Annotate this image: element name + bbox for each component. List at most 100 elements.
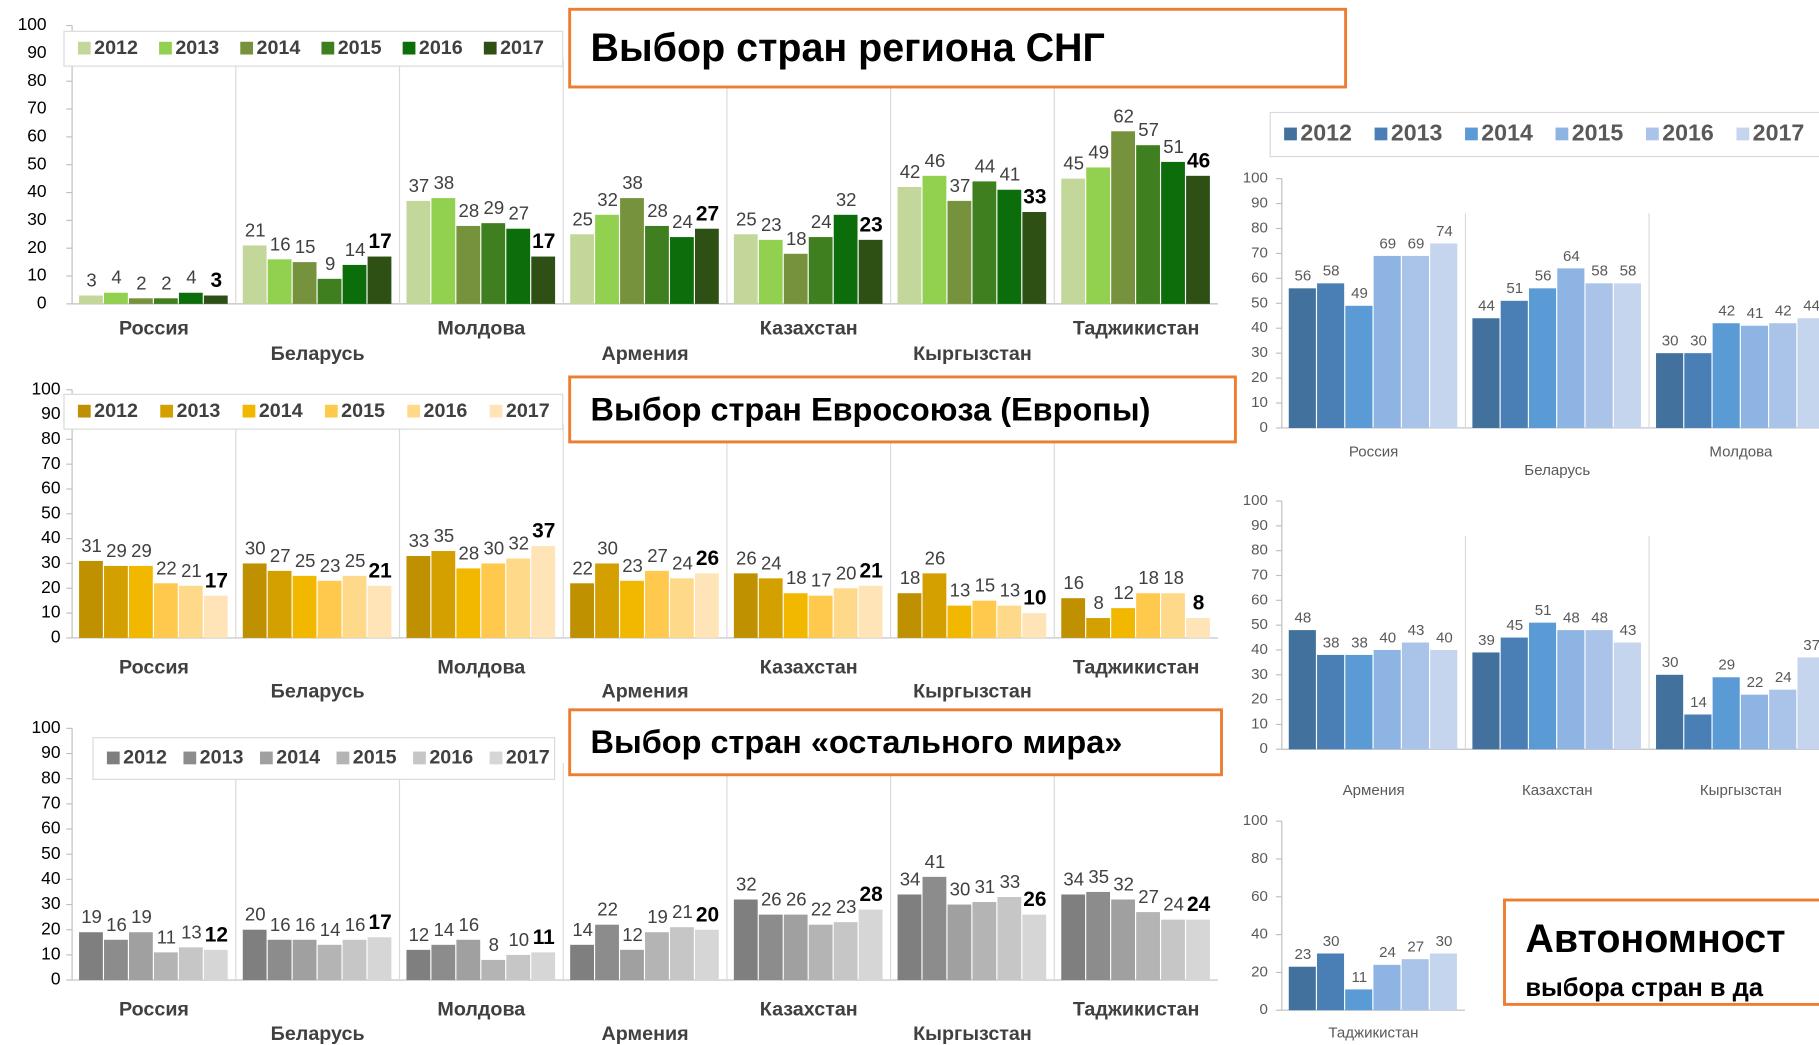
bar xyxy=(1136,912,1160,981)
bar xyxy=(178,585,203,638)
data-label: 22 xyxy=(1747,674,1764,691)
data-label: 58 xyxy=(1323,263,1340,280)
bar xyxy=(922,876,947,981)
y-tick-label: 40 xyxy=(1251,926,1268,943)
legend-label: 2013 xyxy=(176,400,220,422)
category-label: Беларусь xyxy=(1524,462,1590,479)
y-tick-label: 10 xyxy=(41,943,60,963)
data-label: 33 xyxy=(1000,871,1021,892)
data-label: 34 xyxy=(900,868,921,889)
bar xyxy=(406,200,431,304)
legend-swatch xyxy=(336,751,350,765)
bar xyxy=(1797,318,1819,428)
bar xyxy=(128,932,153,981)
data-label: 24 xyxy=(1379,944,1396,961)
category-label: Молдова xyxy=(1709,443,1773,460)
category-label: Молдова xyxy=(437,998,526,1020)
category-label: Кыргызстан xyxy=(913,681,1032,703)
legend-label: 2013 xyxy=(200,747,244,769)
data-label: 34 xyxy=(1063,868,1084,889)
data-label: 30 xyxy=(1662,654,1679,671)
y-tick-label: 50 xyxy=(27,153,46,173)
bar xyxy=(1472,318,1500,428)
bar xyxy=(242,929,267,981)
data-label: 13 xyxy=(950,580,971,601)
category-label: Кыргызстан xyxy=(913,1023,1032,1045)
bar xyxy=(670,578,694,638)
callout-title: Выбор стран Евросоюза (Европы) xyxy=(591,391,1151,427)
bar xyxy=(1684,714,1712,750)
data-label: 37 xyxy=(409,175,430,196)
bar xyxy=(922,573,947,638)
legend-swatch xyxy=(321,41,335,55)
legend-swatch xyxy=(324,404,338,418)
y-tick-label: 40 xyxy=(1251,319,1268,336)
category-label: Кыргызстан xyxy=(913,343,1032,365)
data-label: 51 xyxy=(1535,602,1552,619)
bar xyxy=(1161,919,1185,981)
data-label: 26 xyxy=(761,889,782,910)
bar xyxy=(1022,613,1047,638)
data-label: 2 xyxy=(136,272,146,293)
bar xyxy=(897,186,922,304)
bar xyxy=(367,937,392,981)
bar xyxy=(808,595,833,638)
bar xyxy=(972,600,997,638)
data-label: 32 xyxy=(597,189,618,210)
bar xyxy=(1345,654,1373,750)
bar xyxy=(1022,212,1047,304)
bar xyxy=(1500,300,1528,428)
bar xyxy=(406,949,431,981)
y-tick-label: 80 xyxy=(1251,219,1268,236)
bar xyxy=(897,593,922,638)
y-tick-label: 40 xyxy=(27,181,46,201)
y-tick-label: 10 xyxy=(1251,715,1268,732)
bar xyxy=(833,214,858,304)
bar xyxy=(1684,353,1712,428)
data-label: 51 xyxy=(1506,280,1523,297)
y-tick-label: 80 xyxy=(27,70,46,90)
data-label: 19 xyxy=(81,906,102,927)
data-label: 11 xyxy=(157,926,176,947)
bar xyxy=(1373,649,1401,750)
data-label: 35 xyxy=(1088,866,1109,887)
legend-swatch xyxy=(413,751,426,765)
bar xyxy=(783,253,808,304)
data-label: 3 xyxy=(86,270,96,291)
data-label: 29 xyxy=(106,540,127,561)
legend-swatch xyxy=(77,41,91,55)
data-label: 24 xyxy=(1775,669,1792,686)
legend-label: 2017 xyxy=(506,400,550,422)
data-label: 18 xyxy=(1138,567,1159,588)
bar xyxy=(317,944,342,981)
legend-swatch xyxy=(1736,127,1750,141)
y-tick-label: 30 xyxy=(41,552,60,572)
data-label: 21 xyxy=(181,560,202,581)
legend-label: 2016 xyxy=(1662,120,1714,146)
legend-swatch xyxy=(402,41,416,55)
bar xyxy=(595,924,619,981)
legend-swatch xyxy=(106,751,120,765)
y-tick-label: 40 xyxy=(41,868,60,888)
bar xyxy=(947,904,972,981)
bar xyxy=(1429,953,1457,1011)
y-tick-label: 70 xyxy=(27,98,46,118)
bar xyxy=(1528,288,1557,428)
y-tick-label: 70 xyxy=(1251,566,1268,583)
data-label: 30 xyxy=(1690,333,1707,350)
data-label: 8 xyxy=(1193,592,1205,615)
y-tick-label: 60 xyxy=(1251,888,1268,905)
data-label: 41 xyxy=(1747,305,1764,322)
legend-label: 2015 xyxy=(353,747,397,769)
data-label: 22 xyxy=(597,899,618,920)
legend-swatch xyxy=(1555,127,1569,141)
y-tick-label: 100 xyxy=(32,717,61,737)
data-label: 44 xyxy=(1803,298,1819,315)
data-label: 12 xyxy=(205,923,228,946)
data-label: 16 xyxy=(106,914,127,935)
bar xyxy=(1528,622,1557,750)
callout-subtitle: выбора стран в да xyxy=(1525,974,1763,1002)
y-tick-label: 20 xyxy=(1251,691,1268,708)
bar xyxy=(342,264,367,304)
bar xyxy=(128,565,153,638)
